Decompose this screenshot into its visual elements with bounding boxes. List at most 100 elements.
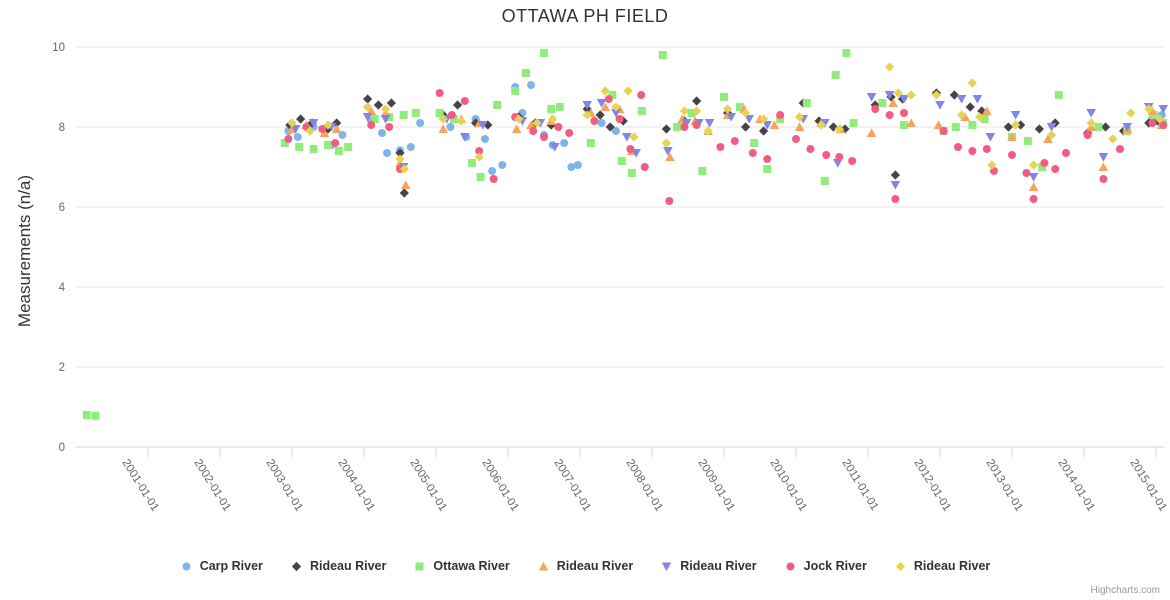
data-point[interactable] xyxy=(438,124,448,133)
data-point[interactable] xyxy=(611,102,621,112)
data-point[interactable] xyxy=(446,123,455,131)
data-point[interactable] xyxy=(698,167,707,175)
data-point[interactable] xyxy=(91,411,100,420)
data-point[interactable] xyxy=(460,97,469,105)
data-point[interactable] xyxy=(637,91,646,99)
data-point[interactable] xyxy=(453,100,463,110)
data-point[interactable] xyxy=(1144,104,1154,114)
data-point[interactable] xyxy=(703,126,713,136)
data-point[interactable] xyxy=(759,126,769,136)
data-point[interactable] xyxy=(527,81,536,89)
data-point[interactable] xyxy=(665,197,674,205)
data-point[interactable] xyxy=(82,411,91,419)
data-point[interactable] xyxy=(323,120,333,130)
data-point[interactable] xyxy=(622,133,632,142)
data-point[interactable] xyxy=(1086,118,1096,128)
data-point[interactable] xyxy=(840,124,850,134)
data-point[interactable] xyxy=(968,147,977,155)
data-point[interactable] xyxy=(931,90,941,100)
data-point[interactable] xyxy=(550,143,560,152)
data-point[interactable] xyxy=(554,123,563,131)
data-point[interactable] xyxy=(435,89,444,97)
data-point[interactable] xyxy=(663,147,673,156)
data-point[interactable] xyxy=(957,110,967,120)
data-point[interactable] xyxy=(726,113,736,122)
data-point[interactable] xyxy=(1122,123,1132,132)
data-point[interactable] xyxy=(933,120,944,129)
data-point[interactable] xyxy=(471,118,481,128)
data-point[interactable] xyxy=(1022,169,1031,177)
data-point[interactable] xyxy=(626,145,635,153)
data-point[interactable] xyxy=(891,195,900,203)
data-point[interactable] xyxy=(744,115,754,124)
data-point[interactable] xyxy=(565,129,574,137)
data-point[interactable] xyxy=(296,114,306,124)
data-point[interactable] xyxy=(954,143,962,151)
data-point[interactable] xyxy=(1007,132,1017,141)
data-point[interactable] xyxy=(331,124,342,133)
data-point[interactable] xyxy=(1083,131,1092,139)
data-point[interactable] xyxy=(741,108,751,118)
data-point[interactable] xyxy=(489,175,498,183)
data-point[interactable] xyxy=(308,119,319,128)
data-point[interactable] xyxy=(982,106,992,115)
data-point[interactable] xyxy=(498,161,507,169)
data-point[interactable] xyxy=(762,121,772,130)
data-point[interactable] xyxy=(1062,149,1070,157)
data-point[interactable] xyxy=(435,109,444,117)
data-point[interactable] xyxy=(1023,137,1032,145)
data-point[interactable] xyxy=(514,114,524,124)
data-point[interactable] xyxy=(399,111,408,119)
data-point[interactable] xyxy=(982,145,991,153)
data-point[interactable] xyxy=(617,157,626,165)
data-point[interactable] xyxy=(511,87,520,95)
data-point[interactable] xyxy=(529,127,538,135)
data-point[interactable] xyxy=(1047,130,1057,140)
data-point[interactable] xyxy=(290,125,301,134)
data-point[interactable] xyxy=(334,147,343,155)
data-point[interactable] xyxy=(1034,124,1044,134)
data-point[interactable] xyxy=(965,102,975,112)
data-point[interactable] xyxy=(573,161,582,169)
data-point[interactable] xyxy=(605,122,615,132)
data-point[interactable] xyxy=(319,128,330,137)
data-point[interactable] xyxy=(866,93,877,102)
data-point[interactable] xyxy=(483,120,493,130)
data-point[interactable] xyxy=(612,127,620,135)
data-point[interactable] xyxy=(284,135,293,143)
data-point[interactable] xyxy=(763,165,772,173)
data-point[interactable] xyxy=(295,143,304,151)
data-point[interactable] xyxy=(1028,182,1039,191)
data-point[interactable] xyxy=(888,98,898,107)
data-point[interactable] xyxy=(939,127,948,135)
data-point[interactable] xyxy=(332,118,342,128)
data-point[interactable] xyxy=(567,163,576,171)
data-point[interactable] xyxy=(968,121,977,129)
data-point[interactable] xyxy=(967,78,977,88)
data-point[interactable] xyxy=(586,139,595,147)
data-point[interactable] xyxy=(597,119,606,127)
data-point[interactable] xyxy=(640,163,649,171)
data-point[interactable] xyxy=(831,71,840,79)
data-point[interactable] xyxy=(386,98,396,108)
legend-item-1[interactable]: Rideau River xyxy=(290,559,386,573)
data-point[interactable] xyxy=(618,116,628,126)
data-point[interactable] xyxy=(1029,195,1038,203)
data-point[interactable] xyxy=(972,95,983,104)
data-point[interactable] xyxy=(611,109,621,118)
data-point[interactable] xyxy=(468,159,476,167)
data-point[interactable] xyxy=(658,51,667,59)
data-point[interactable] xyxy=(822,151,831,159)
data-point[interactable] xyxy=(400,180,411,189)
legend-item-3[interactable]: Rideau River xyxy=(537,559,633,573)
data-point[interactable] xyxy=(1054,91,1063,99)
data-point[interactable] xyxy=(411,109,420,117)
data-point[interactable] xyxy=(615,115,624,123)
data-point[interactable] xyxy=(871,105,880,113)
data-point[interactable] xyxy=(716,143,725,151)
data-point[interactable] xyxy=(560,139,569,147)
data-point[interactable] xyxy=(381,104,391,114)
data-point[interactable] xyxy=(661,138,671,148)
data-point[interactable] xyxy=(1008,151,1016,159)
data-point[interactable] xyxy=(318,125,327,133)
